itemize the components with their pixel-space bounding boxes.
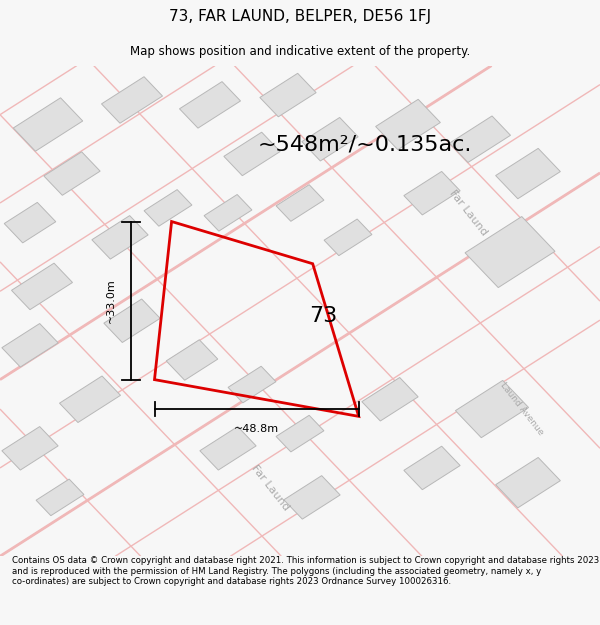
- Polygon shape: [496, 458, 560, 508]
- Polygon shape: [228, 366, 276, 403]
- Polygon shape: [101, 77, 163, 123]
- Text: ~48.8m: ~48.8m: [234, 424, 279, 434]
- Polygon shape: [4, 202, 56, 243]
- Polygon shape: [2, 324, 58, 367]
- Polygon shape: [2, 427, 58, 470]
- Polygon shape: [13, 98, 83, 151]
- Polygon shape: [496, 148, 560, 199]
- Text: Far Laund: Far Laund: [447, 188, 489, 238]
- Polygon shape: [404, 171, 460, 215]
- Text: Far Laund: Far Laund: [249, 463, 291, 512]
- Polygon shape: [166, 340, 218, 380]
- Polygon shape: [224, 132, 280, 176]
- Text: Laund Avenue: Laund Avenue: [499, 381, 545, 438]
- Text: Map shows position and indicative extent of the property.: Map shows position and indicative extent…: [130, 45, 470, 58]
- Polygon shape: [11, 263, 73, 309]
- Polygon shape: [276, 185, 324, 221]
- Polygon shape: [260, 73, 316, 117]
- Polygon shape: [200, 427, 256, 470]
- Polygon shape: [59, 376, 121, 423]
- Polygon shape: [465, 216, 555, 288]
- Text: ~33.0m: ~33.0m: [106, 278, 115, 323]
- Polygon shape: [376, 99, 440, 150]
- Polygon shape: [284, 476, 340, 519]
- Polygon shape: [449, 116, 511, 162]
- Polygon shape: [179, 82, 241, 128]
- Text: ~548m²/~0.135ac.: ~548m²/~0.135ac.: [258, 134, 472, 154]
- Polygon shape: [36, 479, 84, 516]
- Polygon shape: [324, 219, 372, 256]
- Text: Contains OS data © Crown copyright and database right 2021. This information is : Contains OS data © Crown copyright and d…: [12, 556, 599, 586]
- Text: 73: 73: [310, 306, 338, 326]
- Polygon shape: [104, 299, 160, 343]
- Text: 73, FAR LAUND, BELPER, DE56 1FJ: 73, FAR LAUND, BELPER, DE56 1FJ: [169, 9, 431, 24]
- Polygon shape: [302, 118, 358, 161]
- Polygon shape: [362, 378, 418, 421]
- Polygon shape: [455, 381, 529, 438]
- Polygon shape: [204, 194, 252, 231]
- Polygon shape: [404, 446, 460, 489]
- Polygon shape: [92, 216, 148, 259]
- Polygon shape: [144, 189, 192, 226]
- Polygon shape: [276, 415, 324, 452]
- Polygon shape: [44, 152, 100, 195]
